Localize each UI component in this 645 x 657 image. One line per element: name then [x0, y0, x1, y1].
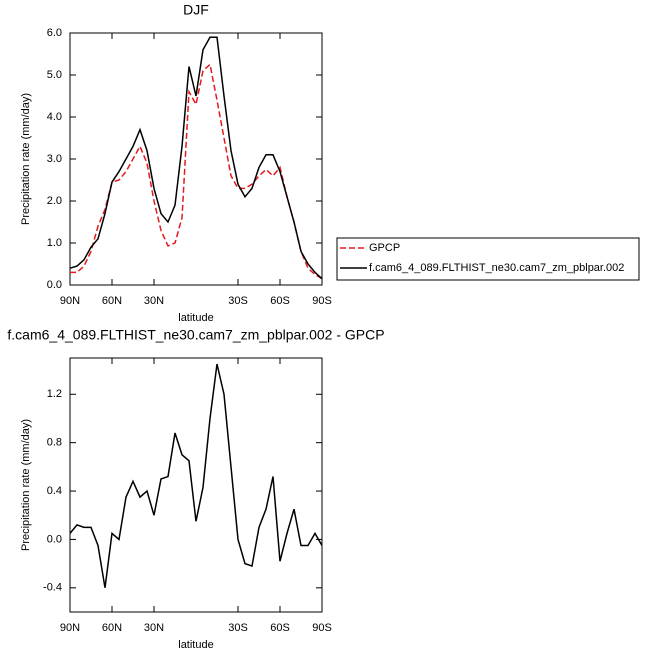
x-tick-label: 90S: [312, 622, 332, 634]
x-tick-label: 60N: [102, 622, 122, 634]
plot-frame: [69, 357, 323, 613]
y-tick-label: 6.0: [47, 27, 62, 39]
x-tick-label: 30N: [144, 295, 164, 307]
x-tick-label: 90S: [312, 295, 332, 307]
legend-box: [336, 237, 640, 281]
y-tick-label: 0.0: [47, 279, 62, 291]
x-tick-label: 60N: [102, 295, 122, 307]
chart-title: f.cam6_4_089.FLTHIST_ne30.cam7_zm_pblpar…: [7, 327, 384, 343]
legend-label: f.cam6_4_089.FLTHIST_ne30.cam7_zm_pblpar…: [369, 262, 624, 274]
x-axis-label: latitude: [178, 639, 213, 651]
y-axis-label: Precipitation rate (mm/day): [20, 93, 32, 225]
y-tick-label: 0.8: [47, 437, 62, 449]
y-tick-label: 3.0: [47, 153, 62, 165]
x-tick-label: 90N: [60, 295, 80, 307]
y-tick-label: 1.0: [47, 237, 62, 249]
chart-title: DJF: [183, 2, 209, 18]
line-series: [69, 363, 323, 588]
y-tick-label: -0.4: [43, 582, 62, 594]
x-tick-label: 60S: [270, 295, 290, 307]
x-axis-label: latitude: [178, 312, 213, 324]
x-tick-label: 30S: [228, 295, 248, 307]
y-tick-label: 0.0: [47, 533, 62, 545]
y-axis-label: Precipitation rate (mm/day): [20, 419, 32, 551]
line-series: [70, 63, 323, 280]
x-tick-label: 30N: [144, 622, 164, 634]
plot-frame: [69, 32, 323, 286]
x-tick-label: 90N: [60, 622, 80, 634]
x-tick-label: 30S: [228, 622, 248, 634]
x-tick-label: 60S: [270, 622, 290, 634]
y-tick-label: 1.2: [47, 388, 62, 400]
y-tick-label: 4.0: [47, 111, 62, 123]
legend-label: GPCP: [369, 242, 400, 254]
y-tick-label: 0.4: [47, 485, 62, 497]
y-tick-label: 2.0: [47, 195, 62, 207]
y-tick-label: 5.0: [47, 69, 62, 81]
line-series: [69, 36, 323, 280]
